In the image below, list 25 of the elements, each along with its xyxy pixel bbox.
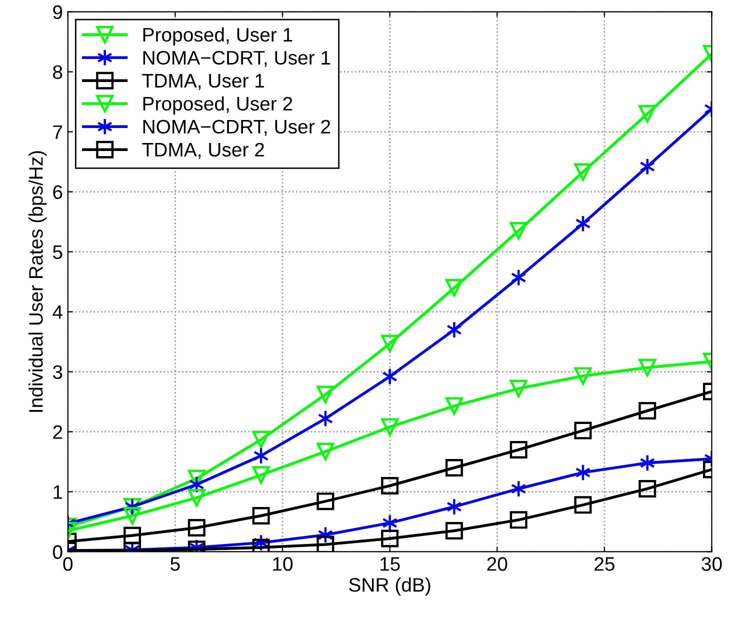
y-tick-label: 9 — [53, 5, 62, 20]
x-tick-label: 25 — [594, 557, 614, 571]
legend-label: NOMA−CDRT, User 2 — [143, 120, 330, 136]
legend-label: Proposed, User 2 — [143, 96, 292, 114]
y-tick-label: 8 — [53, 65, 62, 80]
x-tick-label: 15 — [380, 557, 400, 571]
legend-label: TDMA, User 2 — [142, 142, 264, 159]
x-tick-label: 20 — [487, 557, 508, 571]
legend-label: TDMA, User 1 — [142, 74, 264, 90]
y-axis-title: Individual User Rates (bps/Hz) — [28, 151, 47, 412]
x-tick-label: 0 — [63, 557, 73, 571]
y-tick-label: 1 — [54, 485, 62, 499]
x-axis-title: SNR (dB) — [349, 577, 430, 596]
y-tick-label: 4 — [52, 305, 62, 319]
y-tick-label: 7 — [53, 125, 62, 139]
x-tick-label: 30 — [702, 557, 722, 571]
legend-label: NOMA−CDRT, User 1 — [143, 50, 330, 67]
y-tick-label: 6 — [53, 185, 62, 200]
legend-label: Proposed, User 1 — [143, 27, 292, 46]
y-tick-label: 5 — [52, 245, 62, 260]
y-tick-label: 3 — [52, 365, 62, 379]
y-tick-label: 2 — [53, 425, 62, 439]
x-tick-label: 10 — [273, 557, 293, 571]
x-tick-label: 5 — [170, 557, 180, 571]
y-tick-label: 0 — [52, 545, 62, 559]
